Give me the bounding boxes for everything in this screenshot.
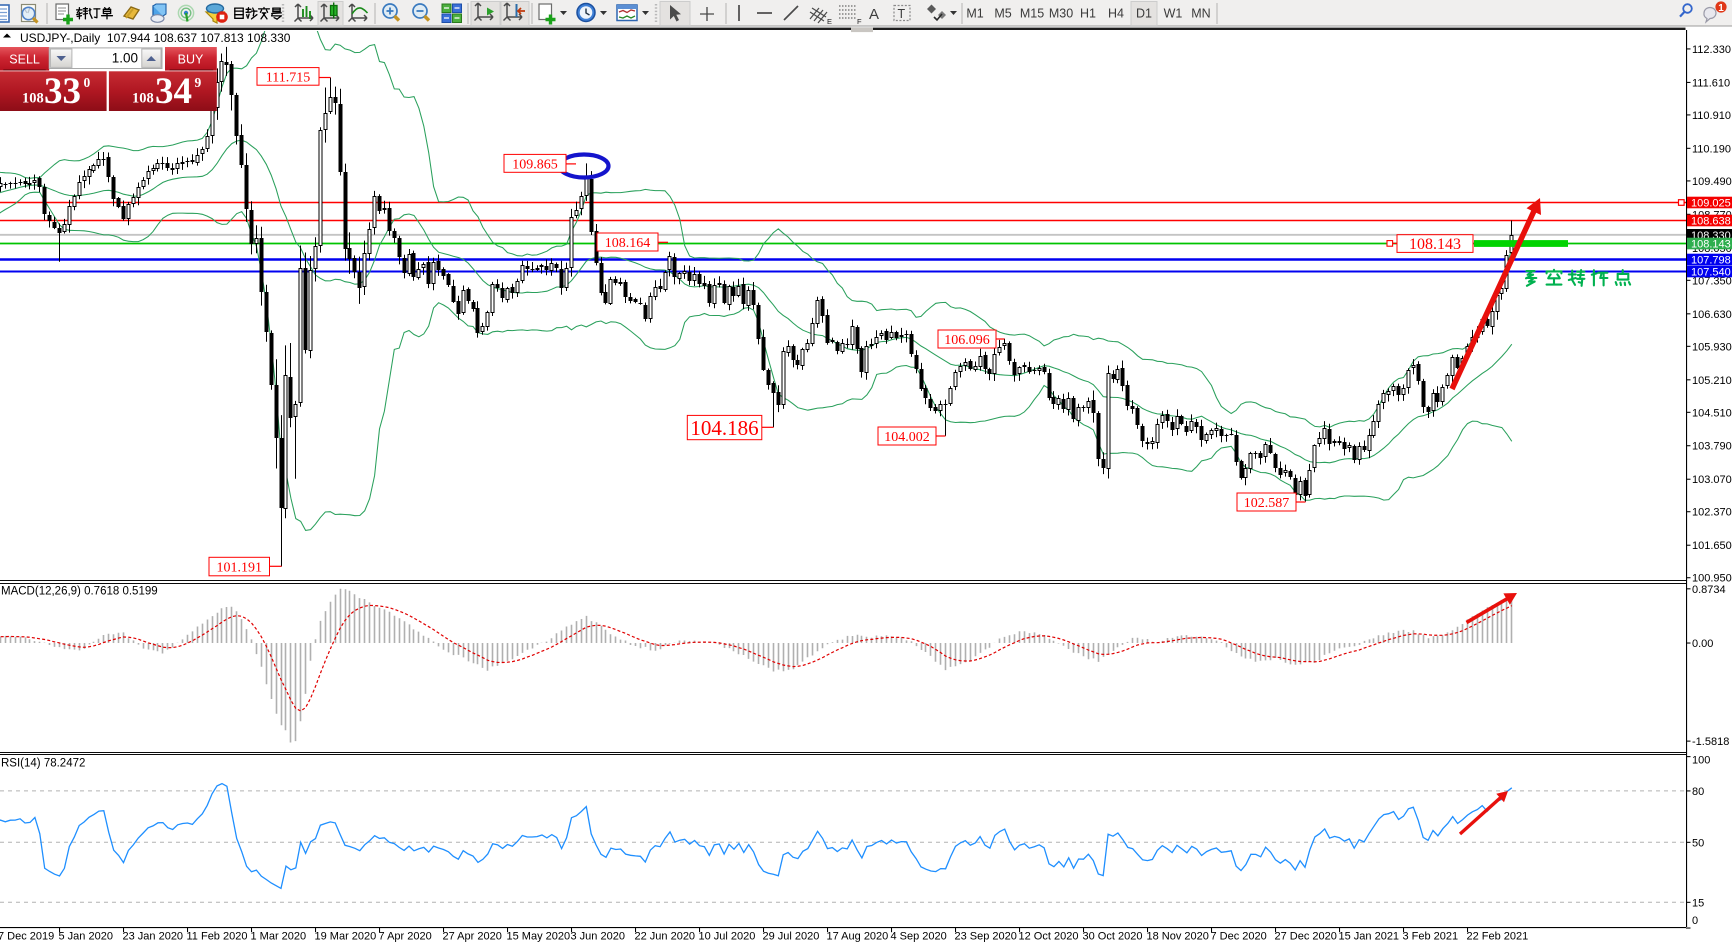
svg-text:111.715: 111.715 bbox=[266, 70, 310, 85]
svg-text:18 Nov 2020: 18 Nov 2020 bbox=[1147, 931, 1209, 943]
svg-text:M15: M15 bbox=[1020, 7, 1044, 21]
svg-text:5 Jan 2020: 5 Jan 2020 bbox=[59, 931, 113, 943]
svg-text:12 Oct 2020: 12 Oct 2020 bbox=[1019, 931, 1079, 943]
svg-text:110.190: 110.190 bbox=[1692, 143, 1731, 155]
svg-text:108: 108 bbox=[22, 91, 44, 107]
svg-text:F: F bbox=[857, 17, 862, 26]
svg-text:112.330: 112.330 bbox=[1692, 44, 1731, 56]
svg-text:10 Jul 2020: 10 Jul 2020 bbox=[699, 931, 756, 943]
svg-text:4 Sep 2020: 4 Sep 2020 bbox=[891, 931, 947, 943]
svg-text:H1: H1 bbox=[1080, 7, 1096, 21]
svg-text:9: 9 bbox=[195, 75, 202, 90]
svg-text:29 Jul 2020: 29 Jul 2020 bbox=[763, 931, 820, 943]
svg-text:104.002: 104.002 bbox=[884, 430, 930, 445]
svg-text:101.650: 101.650 bbox=[1692, 540, 1732, 552]
svg-text:50: 50 bbox=[1692, 837, 1704, 849]
svg-text:100: 100 bbox=[1692, 755, 1710, 767]
svg-text:1 Mar 2020: 1 Mar 2020 bbox=[251, 931, 307, 943]
svg-text:104.510: 104.510 bbox=[1692, 407, 1732, 419]
svg-text:108.164: 108.164 bbox=[605, 236, 651, 251]
svg-text:80: 80 bbox=[1692, 786, 1704, 798]
svg-text:111.610: 111.610 bbox=[1692, 77, 1730, 89]
svg-text:104.186: 104.186 bbox=[690, 416, 758, 440]
svg-text:108.638: 108.638 bbox=[1691, 216, 1731, 228]
svg-text:0: 0 bbox=[1692, 915, 1698, 927]
svg-text:33: 33 bbox=[44, 71, 81, 112]
svg-text:102.370: 102.370 bbox=[1692, 507, 1732, 519]
svg-text:11 Feb 2020: 11 Feb 2020 bbox=[187, 931, 248, 943]
svg-text:SELL: SELL bbox=[9, 53, 40, 67]
svg-text:103.070: 103.070 bbox=[1692, 474, 1732, 486]
svg-text:MN: MN bbox=[1191, 7, 1210, 21]
svg-text:17 Aug 2020: 17 Aug 2020 bbox=[827, 931, 889, 943]
svg-text:23 Jan 2020: 23 Jan 2020 bbox=[123, 931, 184, 943]
svg-text:109.865: 109.865 bbox=[512, 157, 558, 172]
svg-text:7 Dec 2020: 7 Dec 2020 bbox=[1211, 931, 1267, 943]
svg-text:105.210: 105.210 bbox=[1692, 375, 1732, 387]
svg-text:D1: D1 bbox=[1136, 7, 1152, 21]
svg-text:22 Jun 2020: 22 Jun 2020 bbox=[635, 931, 696, 943]
svg-text:H4: H4 bbox=[1108, 7, 1124, 21]
svg-text:107.540: 107.540 bbox=[1691, 267, 1731, 279]
svg-text:19 Mar 2020: 19 Mar 2020 bbox=[315, 931, 377, 943]
svg-text:15: 15 bbox=[1692, 897, 1704, 909]
svg-text:109.025: 109.025 bbox=[1691, 198, 1731, 210]
svg-text:109.490: 109.490 bbox=[1692, 176, 1732, 188]
svg-text:-1.5818: -1.5818 bbox=[1692, 736, 1729, 748]
svg-text:22 Feb 2021: 22 Feb 2021 bbox=[1467, 931, 1529, 943]
svg-text:3 Feb 2021: 3 Feb 2021 bbox=[1403, 931, 1459, 943]
svg-text:105.930: 105.930 bbox=[1692, 341, 1732, 353]
svg-text:106.630: 106.630 bbox=[1692, 309, 1732, 321]
svg-text:108.143: 108.143 bbox=[1691, 239, 1731, 251]
svg-text:0.00: 0.00 bbox=[1692, 638, 1713, 650]
svg-text:T: T bbox=[898, 7, 906, 21]
svg-text:15 Jan 2021: 15 Jan 2021 bbox=[1339, 931, 1400, 943]
svg-text:7 Apr 2020: 7 Apr 2020 bbox=[379, 931, 432, 943]
svg-text:110.910: 110.910 bbox=[1692, 110, 1731, 122]
svg-text:27 Dec 2020: 27 Dec 2020 bbox=[1275, 931, 1337, 943]
svg-text:A: A bbox=[869, 6, 879, 23]
svg-text:MACD(12,26,9) 0.7618 0.5199: MACD(12,26,9) 0.7618 0.5199 bbox=[1, 586, 158, 598]
svg-text:30 Oct 2020: 30 Oct 2020 bbox=[1083, 931, 1143, 943]
svg-text:W1: W1 bbox=[1164, 7, 1183, 21]
svg-text:BUY: BUY bbox=[178, 53, 204, 67]
svg-text:7 Dec 2019: 7 Dec 2019 bbox=[0, 931, 54, 943]
svg-text:106.096: 106.096 bbox=[944, 333, 990, 348]
svg-text:USDJPY-,Daily 107.944 108.637: USDJPY-,Daily 107.944 108.637 107.813 10… bbox=[20, 31, 291, 45]
svg-text:103.790: 103.790 bbox=[1692, 441, 1732, 453]
svg-text:0: 0 bbox=[84, 75, 91, 90]
svg-text:M5: M5 bbox=[994, 7, 1011, 21]
svg-text:23 Sep 2020: 23 Sep 2020 bbox=[955, 931, 1017, 943]
svg-text:108: 108 bbox=[132, 91, 154, 107]
svg-text:1.00: 1.00 bbox=[112, 51, 138, 66]
svg-text:1: 1 bbox=[1718, 3, 1724, 14]
svg-text:M1: M1 bbox=[966, 7, 983, 21]
svg-text:M30: M30 bbox=[1049, 7, 1073, 21]
svg-text:15 May 2020: 15 May 2020 bbox=[507, 931, 571, 943]
svg-text:107.798: 107.798 bbox=[1691, 255, 1731, 267]
svg-text:3 Jun 2020: 3 Jun 2020 bbox=[571, 931, 625, 943]
svg-text:RSI(14) 78.2472: RSI(14) 78.2472 bbox=[1, 758, 85, 770]
svg-text:0.8734: 0.8734 bbox=[1692, 584, 1726, 596]
svg-text:108.143: 108.143 bbox=[1409, 236, 1461, 253]
svg-text:27 Apr 2020: 27 Apr 2020 bbox=[443, 931, 502, 943]
svg-text:102.587: 102.587 bbox=[1244, 496, 1290, 511]
svg-text:101.191: 101.191 bbox=[216, 560, 262, 575]
svg-text:E: E bbox=[827, 17, 832, 26]
svg-text:34: 34 bbox=[155, 71, 192, 112]
